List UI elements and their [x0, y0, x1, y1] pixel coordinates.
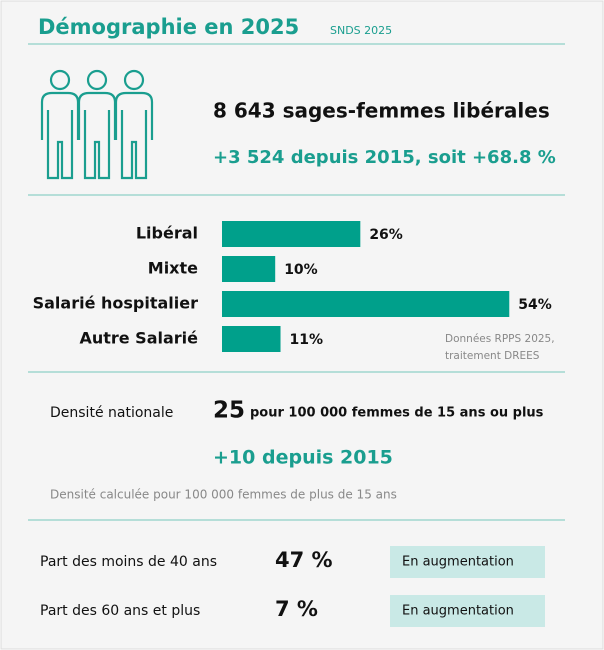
- indicator-value: 47 %: [275, 548, 333, 572]
- source: SNDS 2025: [330, 24, 392, 37]
- headline: 8 643 sages-femmes libérales: [213, 99, 550, 123]
- density-change: +10 depuis 2015: [213, 447, 393, 469]
- bar-label: Autre Salarié: [79, 329, 198, 348]
- density-label: Densité nationale: [50, 405, 173, 421]
- bar-label: Salarié hospitalier: [33, 294, 199, 313]
- value-label: 26%: [369, 227, 403, 243]
- density-note: Densité calculée pour 100 000 femmes de …: [50, 488, 397, 502]
- bar-label: Mixte: [148, 259, 198, 278]
- bar: [222, 256, 276, 282]
- title: Démographie en 2025: [38, 15, 299, 39]
- value-label: 11%: [290, 332, 324, 348]
- density-unit: pour 100 000 femmes de 15 ans ou plus: [250, 406, 544, 421]
- change: +3 524 depuis 2015, soit +68.8 %: [213, 147, 556, 168]
- trend-badge: [390, 595, 545, 627]
- people-icon: [40, 69, 154, 180]
- density-value: 25: [213, 398, 245, 424]
- bar: [222, 221, 361, 247]
- indicator-label: Part des 60 ans et plus: [40, 603, 200, 619]
- bar-label: Libéral: [136, 224, 198, 243]
- bar: [222, 291, 510, 317]
- indicator-value: 7 %: [275, 597, 318, 621]
- indicator-trend: En augmentation: [402, 555, 514, 570]
- value-label: 54%: [518, 297, 552, 313]
- indicator-label: Part des moins de 40 ans: [40, 554, 217, 570]
- chart-note: traitement DREES: [445, 350, 540, 362]
- trend-badge: [390, 546, 545, 578]
- chart-note: Données RPPS 2025,: [445, 333, 555, 345]
- indicator-trend: En augmentation: [402, 604, 514, 619]
- bar: [222, 326, 281, 352]
- value-label: 10%: [284, 262, 318, 278]
